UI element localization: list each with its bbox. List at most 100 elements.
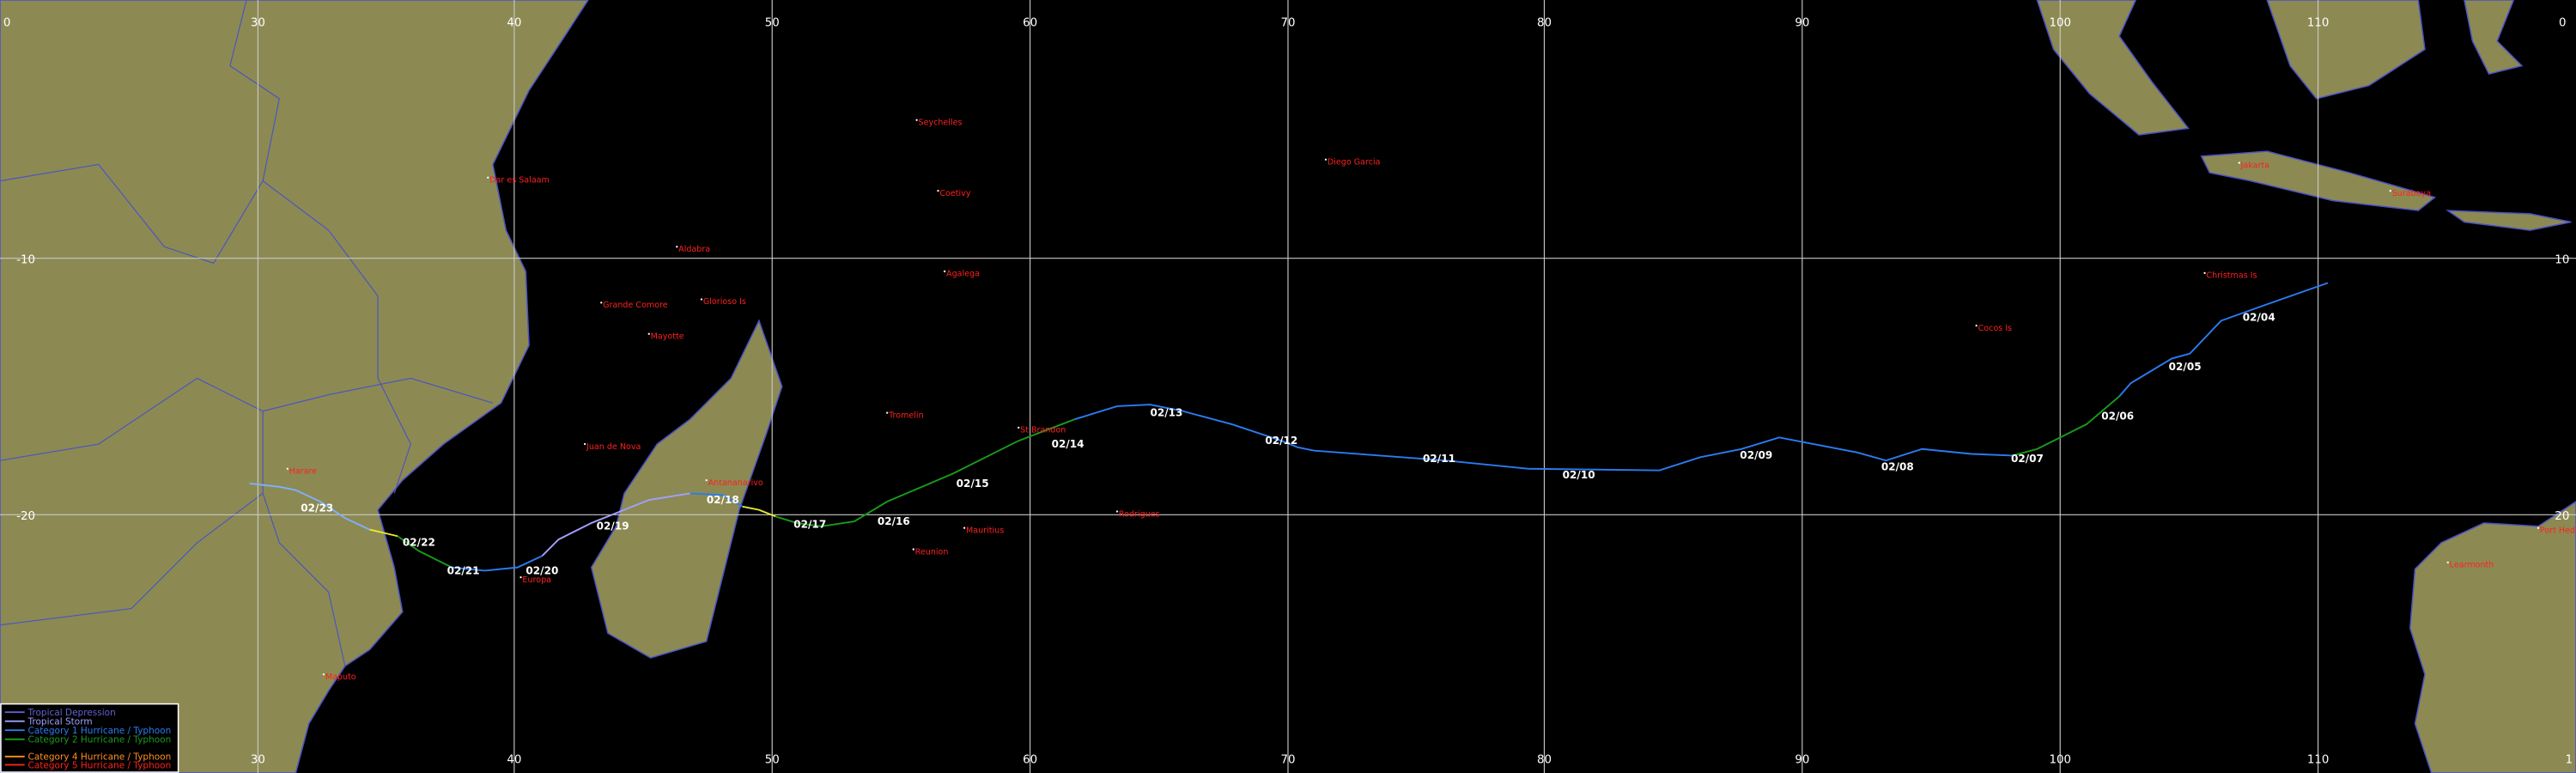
place-label: Cocos Is — [1978, 324, 2012, 333]
track-segment — [742, 505, 776, 518]
australia — [2409, 501, 2576, 773]
place-label: Grande Comore — [603, 301, 668, 310]
bottom-label: 50 — [765, 754, 780, 767]
legend-label: Category 1 Hurricane / Typhoon — [28, 726, 172, 736]
place-dot — [937, 189, 939, 192]
place-dot — [647, 332, 650, 335]
date-label: 02/20 — [526, 564, 558, 576]
place-dot — [2238, 161, 2240, 164]
legend-label: Category 5 Hurricane / Typhoon — [28, 760, 172, 770]
legend-label: Tropical Depression — [27, 708, 116, 718]
track — [249, 282, 2329, 572]
bottom-label: 90 — [1795, 754, 1809, 767]
border — [262, 411, 346, 666]
madagascar — [590, 319, 783, 659]
bottom-label: 60 — [1023, 754, 1037, 767]
top-label: 40 — [507, 17, 521, 30]
place-dot — [1975, 325, 1978, 327]
top-label: 50 — [765, 17, 780, 30]
bottom-label: 110 — [2307, 754, 2330, 767]
place-label: Diego Garcia — [1327, 157, 1381, 167]
top-label: 100 — [2049, 17, 2071, 30]
bottom-label: 80 — [1537, 754, 1552, 767]
left-label: -20 — [16, 510, 35, 523]
right-label: 10 — [2555, 253, 2569, 266]
place-dot — [1324, 158, 1327, 161]
date-label: 02/05 — [2169, 361, 2202, 373]
place-label: Europa — [522, 575, 551, 585]
place-label: Port Hedland — [2540, 526, 2576, 535]
date-label: 02/07 — [2011, 453, 2044, 465]
legend-label: Category 2 Hurricane / Typhoon — [28, 735, 172, 746]
date-label: 02/13 — [1150, 406, 1182, 418]
place-label: St Brandon — [1020, 426, 1066, 435]
place-label: Rodrigues — [1119, 509, 1160, 519]
place-label: Christmas Is — [2207, 271, 2257, 281]
date-label: 02/11 — [1423, 453, 1455, 465]
track-segment — [397, 535, 453, 569]
place-dot — [705, 479, 708, 482]
place-label: Juan de Nova — [586, 442, 641, 452]
track-segment — [541, 492, 690, 557]
track-segment — [249, 483, 370, 531]
place-label: Maputo — [325, 673, 356, 682]
top-label: 30 — [251, 17, 265, 30]
track-segment — [369, 528, 398, 538]
top-label: 110 — [2307, 17, 2330, 30]
labels: Seychelles Dar es Salaam Coetivy Aldabra Aga… — [286, 119, 2576, 682]
place-dot — [583, 442, 586, 446]
date-label: 02/14 — [1052, 438, 1084, 450]
legend-box — [0, 703, 179, 773]
top-label: 0 — [2559, 17, 2567, 30]
bottom-label: 100 — [2049, 754, 2071, 767]
place-dot — [676, 246, 678, 248]
place-label: Agalega — [946, 270, 980, 279]
place-label: Aldabra — [678, 245, 710, 254]
track-segment — [690, 492, 744, 508]
left-label: -10 — [16, 253, 35, 266]
africa — [0, 0, 589, 773]
place-label: Reunion — [915, 547, 949, 557]
date-label: 02/10 — [1563, 469, 1595, 481]
sri-lanka-islands — [2445, 210, 2572, 231]
place-label: Surabaya — [2392, 189, 2431, 198]
track-segment — [2118, 282, 2329, 398]
track-segment — [2012, 395, 2120, 457]
bottom-label: 30 — [251, 754, 265, 767]
place-dot — [886, 411, 889, 414]
border — [0, 163, 264, 265]
place-label: Glorioso Is — [703, 297, 746, 307]
bottom-label: 70 — [1280, 754, 1295, 767]
date-label: 02/21 — [447, 564, 480, 576]
place-dot — [1018, 426, 1020, 429]
date-label: 02/04 — [2243, 311, 2275, 323]
place-dot — [700, 298, 703, 301]
date-label: 02/12 — [1265, 435, 1297, 447]
place-label: Learmonth — [2450, 561, 2494, 570]
date-label: 02/15 — [957, 478, 989, 490]
top-label: 60 — [1023, 17, 1037, 30]
top-label: 0 — [3, 17, 11, 30]
place-label: Jakarta — [2240, 161, 2269, 170]
place-label: Tromelin — [888, 411, 924, 420]
place-label: Antananarivo — [708, 478, 763, 488]
place-dot — [963, 526, 966, 529]
place-dot — [943, 270, 946, 273]
place-dot — [2537, 526, 2540, 529]
place-label: Mauritius — [966, 526, 1004, 535]
place-dot — [519, 575, 522, 579]
date-label: 02/17 — [793, 519, 826, 531]
date-label: 02/09 — [1740, 449, 1772, 461]
top-label: 90 — [1795, 17, 1809, 30]
border — [0, 493, 264, 626]
sumatra — [2036, 0, 2190, 136]
right-label: 20 — [2555, 510, 2569, 523]
place-dot — [600, 301, 603, 304]
date-label: 02/18 — [707, 494, 739, 506]
place-label: Coetivy — [939, 189, 970, 198]
legend-label: Category 4 Hurricane / Typhoon — [28, 752, 172, 763]
legend-label: Tropical Storm — [27, 717, 93, 727]
